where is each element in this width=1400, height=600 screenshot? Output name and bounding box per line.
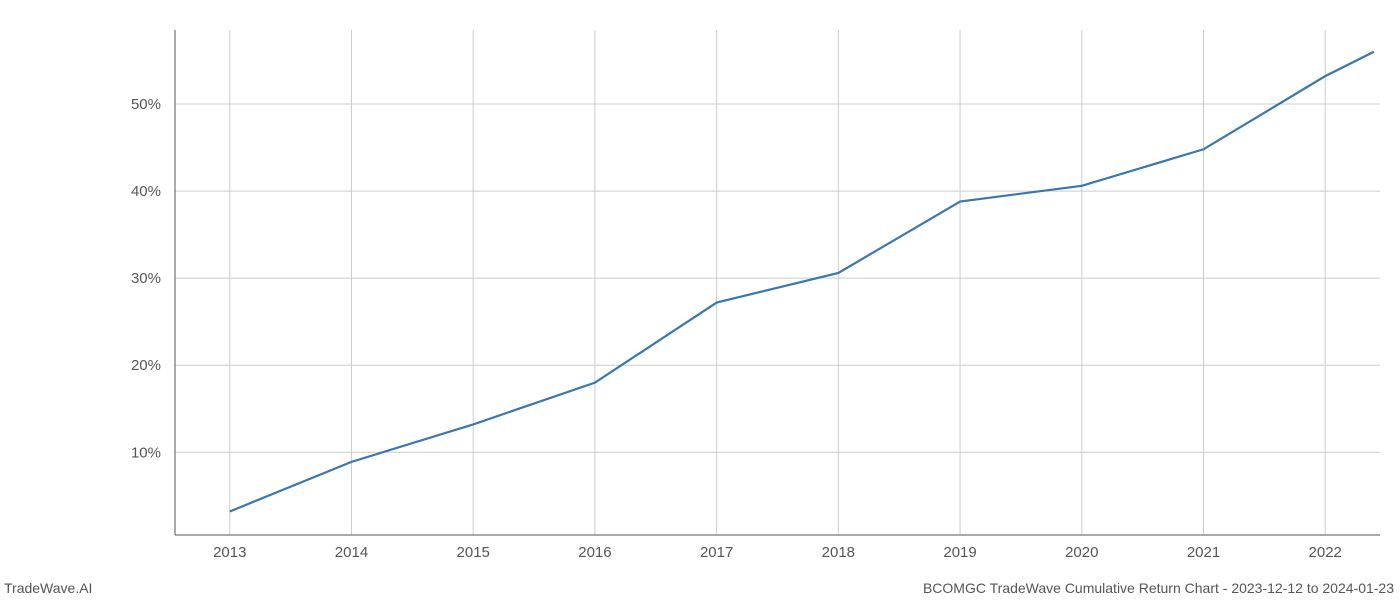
footer-title: BCOMGC TradeWave Cumulative Return Chart… bbox=[923, 580, 1394, 596]
chart-container: 2013 2014 2015 2016 2017 2018 2019 2020 2021 2022… bbox=[0, 0, 1400, 600]
x-tick-label: 2017 bbox=[700, 544, 733, 561]
y-tick-label: 50% bbox=[131, 96, 161, 113]
x-tick-label: 2016 bbox=[578, 544, 611, 561]
line-chart: 2013 2014 2015 2016 2017 2018 2019 2020 2021 2022… bbox=[0, 0, 1400, 600]
x-tick-label: 2020 bbox=[1065, 544, 1098, 561]
y-tick-label: 10% bbox=[131, 444, 161, 461]
x-tick-label: 2013 bbox=[213, 544, 246, 561]
series-cumulative-return bbox=[230, 52, 1374, 512]
x-tick-label: 2022 bbox=[1309, 544, 1342, 561]
x-tick-label: 2019 bbox=[943, 544, 976, 561]
footer-brand: TradeWave.AI bbox=[4, 580, 92, 596]
x-tick-label: 2014 bbox=[335, 544, 368, 561]
x-tick-label: 2021 bbox=[1187, 544, 1220, 561]
y-tick-label: 40% bbox=[131, 183, 161, 200]
y-tick-label: 20% bbox=[131, 357, 161, 374]
y-tick-label: 30% bbox=[131, 270, 161, 287]
x-tick-label: 2018 bbox=[822, 544, 855, 561]
x-tick-label: 2015 bbox=[457, 544, 490, 561]
